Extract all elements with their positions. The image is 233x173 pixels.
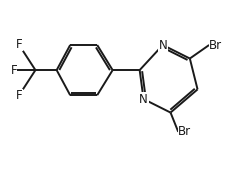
Text: N: N [158, 39, 167, 52]
Text: N: N [139, 93, 148, 106]
Text: F: F [16, 38, 23, 51]
Text: Br: Br [178, 125, 191, 138]
Text: F: F [10, 64, 17, 77]
Text: F: F [16, 89, 23, 102]
Text: Br: Br [209, 39, 222, 52]
